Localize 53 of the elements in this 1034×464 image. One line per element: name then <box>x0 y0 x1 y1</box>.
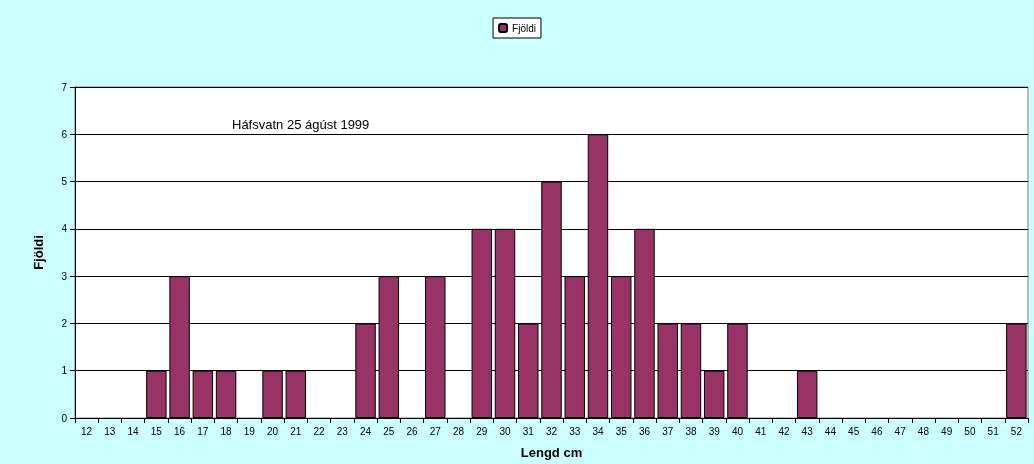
x-tick-label: 42 <box>778 425 790 437</box>
legend-label: Fjöldi <box>512 22 536 34</box>
x-tick-label: 34 <box>592 425 604 437</box>
x-tick-label: 28 <box>452 425 465 437</box>
x-tick-label: 16 <box>174 425 186 437</box>
x-tick-label: 22 <box>313 425 326 437</box>
x-tick-label: 41 <box>755 425 767 437</box>
x-tick-label: 46 <box>871 425 883 437</box>
x-tick-label: 38 <box>685 425 697 437</box>
x-tick-label: 47 <box>894 425 907 437</box>
x-tick-label: 30 <box>499 425 512 437</box>
x-tick-label: 44 <box>824 425 837 437</box>
annotation: Háfsvatn 25 ágúst 1999 <box>232 117 370 132</box>
y-tick-label: 7 <box>61 81 68 93</box>
y-tick-label: 5 <box>61 176 68 188</box>
x-tick-label: 17 <box>197 425 209 437</box>
x-tick-label: 25 <box>383 425 395 437</box>
x-tick-label: 27 <box>429 425 442 437</box>
x-tick-label: 40 <box>731 425 744 437</box>
x-tick-label: 35 <box>615 425 628 437</box>
x-tick-label: 14 <box>127 425 140 437</box>
x-tick-label: 32 <box>545 425 558 437</box>
y-tick-label: 0 <box>61 412 68 424</box>
x-tick-label: 49 <box>941 425 953 437</box>
y-tick-label: 4 <box>61 223 68 235</box>
x-tick-label: 23 <box>336 425 349 437</box>
x-tick-label: 29 <box>476 425 488 437</box>
y-tick-label: 2 <box>61 317 68 329</box>
x-tick-label: 13 <box>104 425 116 437</box>
x-tick-label: 51 <box>987 425 1000 437</box>
x-tick-label: 50 <box>964 425 976 437</box>
y-tick-label: 6 <box>61 128 68 140</box>
x-tick-label: 33 <box>569 425 581 437</box>
x-tick-label: 45 <box>848 425 860 437</box>
x-tick-label: 19 <box>243 425 256 437</box>
x-tick-label: 21 <box>290 425 302 437</box>
x-tick-label: 26 <box>406 425 419 437</box>
x-tick-label: 31 <box>522 425 535 437</box>
x-tick-label: 52 <box>1010 425 1023 437</box>
x-tick-label: 24 <box>359 425 372 437</box>
x-tick-label: 12 <box>81 425 93 437</box>
x-tick-label: 36 <box>638 425 651 437</box>
y-tick-label: 1 <box>61 365 68 377</box>
x-tick-label: 39 <box>708 425 721 437</box>
x-tick-label: 37 <box>662 425 674 437</box>
x-tick-label: 18 <box>220 425 233 437</box>
x-tick-label: 20 <box>267 425 279 437</box>
x-axis-title: Lengd cm <box>520 445 583 460</box>
x-tick-label: 43 <box>801 425 814 437</box>
x-tick-label: 48 <box>917 425 930 437</box>
y-axis-title: Fjöldi <box>31 235 46 270</box>
y-tick-label: 3 <box>61 270 68 282</box>
x-tick-label: 15 <box>150 425 163 437</box>
